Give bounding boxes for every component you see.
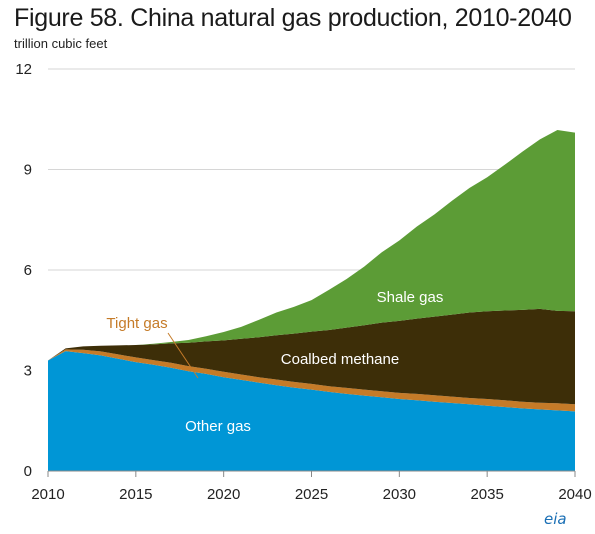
area-coalbed-methane (48, 308, 575, 405)
y-tick-label-12: 12 (15, 61, 32, 78)
y-axis-unit-label: trillion cubic feet (14, 36, 108, 51)
x-tick-label-2020: 2020 (207, 486, 240, 503)
y-tick-label-3: 3 (24, 363, 32, 380)
annotation-shale-gas: Shale gas (377, 289, 444, 306)
tight-gas-leader-line (167, 332, 199, 379)
x-tick-label-2015: 2015 (119, 486, 152, 503)
series-labels: Shale gas Coalbed methane Tight gas Other g… (106, 289, 443, 435)
chart-title: Figure 58. China natural gas production,… (14, 4, 572, 32)
y-tick-label-9: 9 (24, 162, 32, 179)
x-tick-label-2030: 2030 (383, 486, 416, 503)
x-tick-label-2035: 2035 (470, 486, 503, 503)
annotation-coalbed-methane: Coalbed methane (281, 351, 399, 368)
area-tight-gas (48, 349, 575, 412)
area-shale-gas (48, 130, 575, 361)
y-tick-label-0: 0 (24, 463, 32, 480)
area-other-gas (48, 351, 575, 471)
y-tick-label-6: 6 (24, 262, 32, 279)
x-tick-label-2025: 2025 (295, 486, 328, 503)
annotation-tight-gas: Tight gas (106, 315, 167, 332)
stacked-areas (48, 130, 575, 471)
annotation-other-gas: Other gas (185, 418, 251, 435)
x-tick-label-2040: 2040 (558, 486, 591, 503)
eia-logo: eia (544, 510, 567, 528)
x-tick-label-2010: 2010 (31, 486, 64, 503)
axes: 0 3 6 9 12 2010 2015 2020 2025 2030 2035 2040 (15, 61, 591, 503)
